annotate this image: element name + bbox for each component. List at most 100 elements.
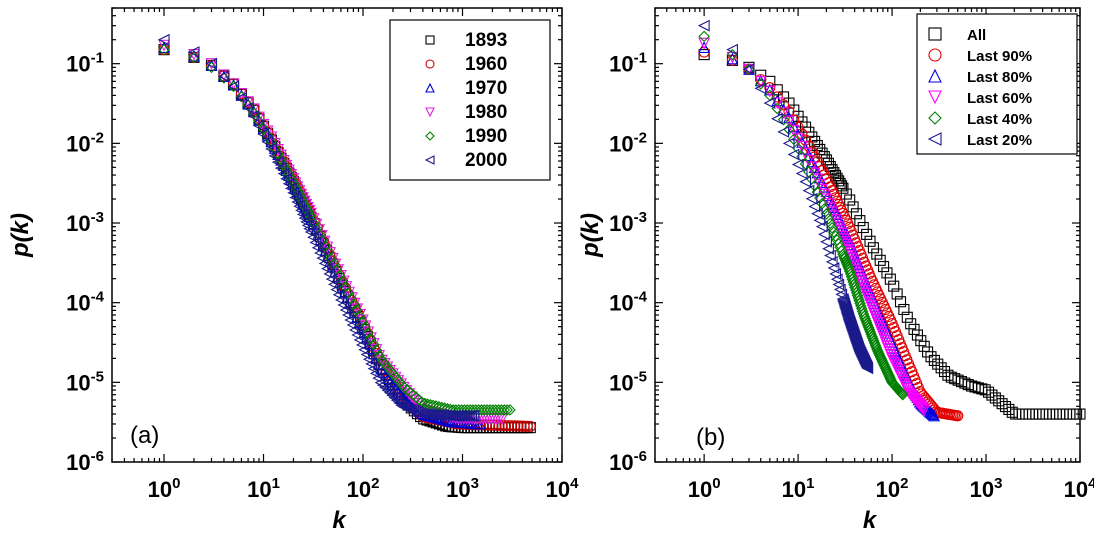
data-point: [388, 391, 401, 404]
data-point: [894, 296, 907, 308]
data-point: [524, 420, 536, 432]
data-points: [697, 19, 1086, 422]
legend-label: Last 60%: [967, 90, 1032, 107]
data-point: [1064, 408, 1076, 420]
data-point: [467, 404, 479, 416]
x-tick-label: 103: [970, 475, 1003, 502]
y-tick-label: 10-3: [66, 209, 104, 236]
data-point: [252, 119, 265, 132]
data-point: [353, 334, 366, 346]
data-point: [496, 419, 508, 431]
data-point: [501, 404, 513, 416]
data-point: [862, 321, 875, 334]
y-axis-title: p(k): [577, 213, 604, 258]
data-point: [257, 123, 270, 135]
x-tick-label: 104: [546, 475, 579, 502]
data-point: [470, 404, 482, 416]
y-tick-label: 10-4: [66, 289, 104, 316]
data-point: [1023, 408, 1035, 420]
legend-label: Last 90%: [967, 48, 1032, 65]
data-point: [850, 208, 863, 220]
data-point: [360, 348, 373, 361]
data-point: [495, 404, 508, 416]
data-point: [874, 351, 887, 364]
data-point: [1060, 408, 1073, 420]
data-point: [868, 337, 881, 349]
data-point: [870, 341, 883, 354]
data-point: [792, 110, 804, 122]
data-point: [861, 319, 874, 332]
legend-marker: [424, 155, 435, 165]
data-point: [272, 144, 284, 156]
data-point: [358, 343, 371, 356]
data-point: [820, 208, 833, 220]
data-point: [864, 326, 877, 338]
data-point: [242, 96, 254, 109]
data-point: [467, 409, 480, 422]
data-point: [265, 143, 277, 155]
data-point: [861, 317, 873, 329]
data-point: [235, 91, 247, 104]
data-point: [918, 404, 931, 417]
legend-label: Last 20%: [967, 132, 1032, 149]
data-point: [822, 242, 834, 255]
data-point: [697, 19, 710, 32]
legend-label: 1893: [465, 30, 507, 51]
data-point: [726, 48, 739, 61]
data-point: [808, 180, 821, 192]
x-tick-label: 100: [688, 475, 721, 502]
y-tick-label: 10-6: [609, 448, 647, 475]
panel-a: 100 101 102 103 104 10-6 10-5 10-4 10-3 10-2 10-1 k…: [7, 7, 579, 534]
panel-label: (a): [130, 422, 159, 449]
data-point: [158, 43, 170, 56]
data-point: [318, 257, 331, 270]
data-point: [771, 112, 783, 125]
data-point: [356, 315, 368, 328]
data-point: [309, 236, 322, 249]
legend-box: [389, 19, 551, 181]
data-point: [932, 358, 944, 370]
data-point: [268, 149, 281, 162]
panel-b: 100 101 102 103 104 10-6 10-5 10-4 10-3 10-2 10-1 k…: [577, 7, 1094, 534]
data-point: [976, 383, 988, 395]
data-point: [869, 339, 882, 351]
data-point: [1054, 408, 1066, 420]
series-2000: [157, 33, 480, 422]
data-point: [287, 186, 300, 199]
data-point: [341, 309, 354, 321]
data-point: [698, 41, 711, 53]
data-point: [840, 256, 853, 269]
data-point: [274, 162, 287, 174]
data-point: [884, 273, 896, 285]
data-point: [247, 110, 260, 122]
data-point: [879, 362, 892, 375]
data-point: [858, 310, 871, 323]
data-point: [280, 172, 292, 185]
x-tick-label: 104: [1064, 475, 1094, 502]
data-point: [796, 140, 808, 153]
y-tick-label: 10-3: [609, 209, 647, 236]
data-point: [342, 287, 354, 299]
data-point: [857, 221, 869, 234]
legend-label: 1980: [465, 102, 507, 123]
data-point: [379, 381, 391, 394]
data-point: [838, 252, 851, 265]
data-point: [241, 101, 254, 114]
data-point: [698, 49, 710, 61]
data-point: [808, 200, 821, 213]
data-point: [1016, 408, 1028, 420]
legend-marker: [927, 132, 942, 146]
data-point: [832, 278, 845, 291]
legend-label: Last 40%: [967, 111, 1032, 128]
data-point: [393, 396, 405, 409]
data-point: [383, 386, 396, 399]
data-point: [313, 224, 326, 237]
data-point: [278, 159, 290, 171]
data-point: [829, 267, 842, 280]
y-tick-label: 10-2: [66, 129, 104, 156]
data-point: [344, 314, 357, 326]
data-point: [335, 294, 347, 306]
legend-marker: [928, 48, 942, 62]
data-point: [512, 420, 524, 432]
data-point: [908, 323, 920, 335]
